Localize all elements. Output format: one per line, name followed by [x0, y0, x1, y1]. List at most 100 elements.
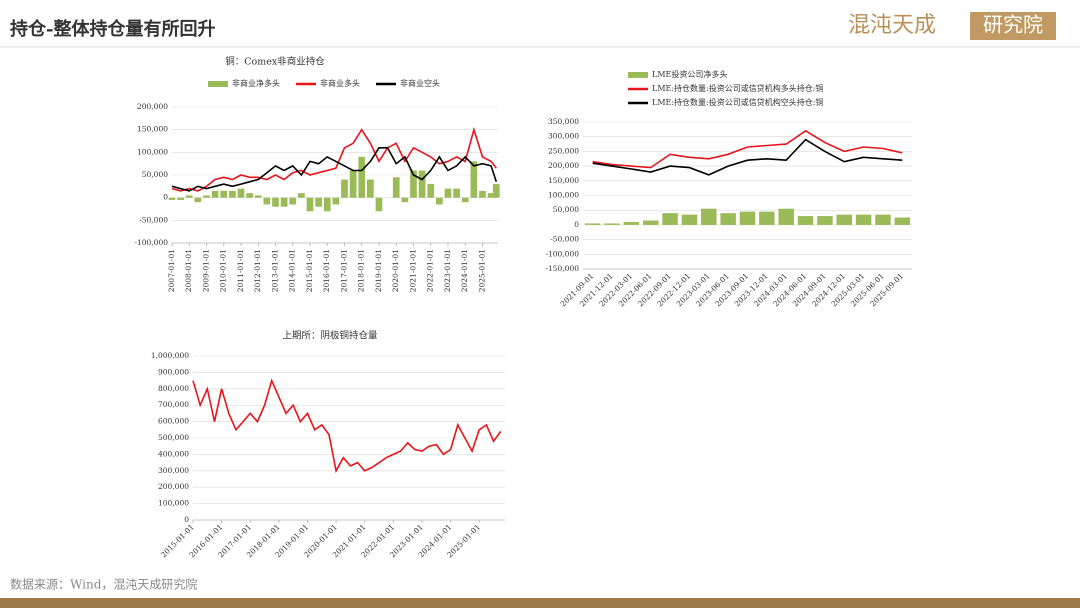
x-tick-label: 2007-01-01 — [167, 249, 176, 292]
bar — [444, 188, 452, 198]
x-tick-label: 2017-01-01 — [339, 249, 348, 292]
y-tick-label: 1,000,000 — [151, 351, 189, 360]
bar — [272, 197, 279, 207]
legend-label: LME:持仓数量:投资公司或信贷机构空头持仓:铜 — [652, 97, 823, 107]
legend-label: 非商业空头 — [400, 78, 440, 88]
x-tick-label: 2019-01-01 — [374, 249, 383, 292]
bar — [237, 188, 245, 198]
bar — [358, 156, 366, 198]
series-line — [171, 147, 498, 192]
bar — [436, 197, 443, 205]
bar — [739, 211, 756, 225]
legend-label: 非商业净多头 — [232, 78, 280, 88]
bar — [177, 197, 184, 200]
bar — [479, 190, 486, 198]
bar — [487, 193, 495, 198]
x-tick-label: 2008-01-01 — [184, 249, 193, 292]
bar — [623, 221, 640, 225]
x-tick-label: 2014-01-01 — [288, 249, 297, 292]
bar — [246, 193, 253, 198]
bar — [470, 161, 478, 198]
bar — [203, 195, 210, 198]
y-tick-label: 200,000 — [137, 102, 168, 111]
bar — [401, 197, 409, 203]
bar — [306, 197, 314, 212]
legend-label: 非商业多头 — [320, 78, 360, 88]
y-tick-label: -150,000 — [545, 264, 579, 273]
bar — [701, 208, 717, 225]
bar — [453, 188, 460, 198]
y-tick-label: 500,000 — [158, 433, 189, 442]
bar — [778, 208, 794, 225]
bar — [392, 177, 400, 198]
y-tick-label: 200,000 — [548, 161, 579, 170]
bar — [410, 170, 417, 198]
bar — [298, 193, 305, 198]
bar — [168, 197, 176, 200]
footer-bar — [0, 598, 1080, 608]
logo-text: 混沌天成 — [848, 13, 936, 38]
bar — [662, 213, 678, 225]
chart-title: 上期所：阴极铜持仓量 — [282, 330, 378, 342]
y-tick-label: 350,000 — [548, 117, 579, 126]
bar — [836, 214, 853, 225]
y-tick-label: 150,000 — [137, 125, 168, 134]
logo-box — [970, 12, 1056, 40]
series-line — [592, 138, 903, 176]
bar — [341, 179, 348, 198]
x-tick-label: 2012-01-01 — [253, 249, 262, 292]
legend-swatch — [628, 72, 648, 78]
series-line — [592, 129, 903, 169]
series-line — [192, 378, 502, 474]
y-tick-label: 900,000 — [158, 367, 189, 376]
bar — [229, 190, 236, 198]
y-tick-label: 50,000 — [142, 170, 168, 179]
series-line — [171, 126, 497, 192]
y-tick-label: -50,000 — [550, 235, 579, 244]
x-tick-label: 2009-01-01 — [201, 249, 210, 292]
bar — [263, 197, 271, 205]
y-tick-label: 200,000 — [158, 482, 189, 491]
x-tick-label: 2020-01-01 — [391, 249, 400, 292]
y-tick-label: -100,000 — [134, 238, 168, 247]
legend-swatch — [208, 81, 228, 87]
bar — [492, 184, 500, 198]
x-tick-label: 2011-01-01 — [236, 249, 245, 292]
bar — [254, 195, 262, 198]
bar — [349, 170, 357, 198]
x-tick-label: 2018-01-01 — [357, 249, 366, 292]
bar — [315, 197, 322, 207]
bar — [418, 170, 426, 198]
x-tick-label: 2021-01-01 — [408, 249, 417, 292]
bar — [604, 223, 620, 225]
bar — [185, 195, 193, 198]
bar — [461, 197, 469, 203]
y-tick-label: 100,000 — [137, 147, 168, 156]
x-tick-label: 2024-01-01 — [460, 249, 469, 292]
y-tick-label: 400,000 — [158, 449, 189, 458]
bar — [280, 197, 288, 207]
bar — [289, 197, 297, 205]
bar — [894, 217, 911, 225]
x-tick-label: 2015-01-01 — [305, 249, 314, 292]
y-tick-label: 0 — [184, 515, 189, 524]
y-tick-label: 100,000 — [158, 499, 189, 508]
x-tick-label: 2010-01-01 — [219, 249, 228, 292]
logo-text: 研究院 — [983, 13, 1043, 37]
bar — [211, 190, 219, 198]
x-tick-label: 2023-01-01 — [443, 249, 452, 292]
y-tick-label: 0 — [163, 193, 168, 202]
legend-label: LME:持仓数量:投资公司或信贷机构多头持仓:铜 — [652, 83, 823, 93]
y-tick-label: -100,000 — [545, 249, 579, 258]
y-tick-label: 50,000 — [553, 205, 579, 214]
bar — [681, 214, 698, 225]
x-tick-label: 2022-01-01 — [426, 249, 435, 292]
source-note: 数据来源：Wind，混沌天成研究院 — [10, 577, 197, 592]
y-tick-label: 100,000 — [548, 191, 579, 200]
bar — [817, 216, 833, 225]
y-tick-label: 700,000 — [158, 400, 189, 409]
bar — [332, 197, 340, 205]
bar — [720, 213, 736, 225]
